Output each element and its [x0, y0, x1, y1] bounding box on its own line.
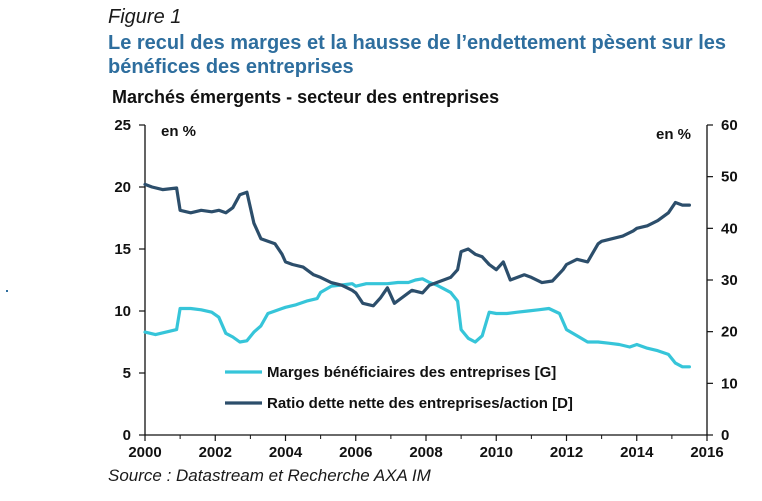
y-right-tick-label: 50 [721, 169, 738, 186]
right-unit-label: en % [656, 126, 691, 143]
x-tick-label: 2008 [409, 444, 442, 461]
legend-label-debt: Ratio dette nette des entreprises/action… [267, 395, 573, 412]
axes: 0 5 10 15 20 25 0 10 20 30 40 50 60 2000 2002 2004 2006 2… [114, 117, 737, 461]
stray-dot [6, 290, 8, 292]
y-right-tick-label: 10 [721, 375, 738, 392]
left-unit-label: en % [161, 123, 196, 140]
y-left-tick-label: 0 [123, 427, 131, 444]
x-tick-label: 2016 [690, 444, 723, 461]
y-right-tick-label: 0 [721, 427, 729, 444]
x-tick-label: 2010 [480, 444, 513, 461]
figure-title: Le recul des marges et la hausse de l’en… [108, 32, 727, 78]
legend: Marges bénéficiaires des entreprises [G]… [225, 364, 573, 412]
y-right-tick-label: 30 [721, 272, 738, 289]
source-note: Source : Datastream et Recherche AXA IM [108, 466, 431, 485]
debt-ratio-series-line [143, 182, 692, 308]
x-tick-label: 2004 [269, 444, 303, 461]
y-left-tick-label: 20 [114, 179, 131, 196]
x-tick-label: 2012 [550, 444, 583, 461]
y-left-tick-label: 10 [114, 303, 131, 320]
x-tick-label: 2000 [128, 444, 161, 461]
y-right-tick-label: 20 [721, 324, 738, 341]
y-left-tick-label: 5 [123, 365, 131, 382]
x-tick-label: 2006 [339, 444, 372, 461]
y-right-tick-label: 60 [721, 117, 738, 134]
y-left-tick-label: 15 [114, 241, 131, 258]
margins-series-line [143, 277, 692, 369]
figure-label: Figure 1 [108, 6, 182, 28]
legend-label-margins: Marges bénéficiaires des entreprises [G] [267, 364, 556, 381]
series-layer [143, 182, 692, 369]
x-tick-label: 2014 [620, 444, 654, 461]
x-tick-label: 2002 [199, 444, 232, 461]
chart-title: Marchés émergents - secteur des entrepri… [112, 87, 500, 107]
y-left-tick-label: 25 [114, 117, 131, 134]
y-right-tick-label: 40 [721, 220, 738, 237]
